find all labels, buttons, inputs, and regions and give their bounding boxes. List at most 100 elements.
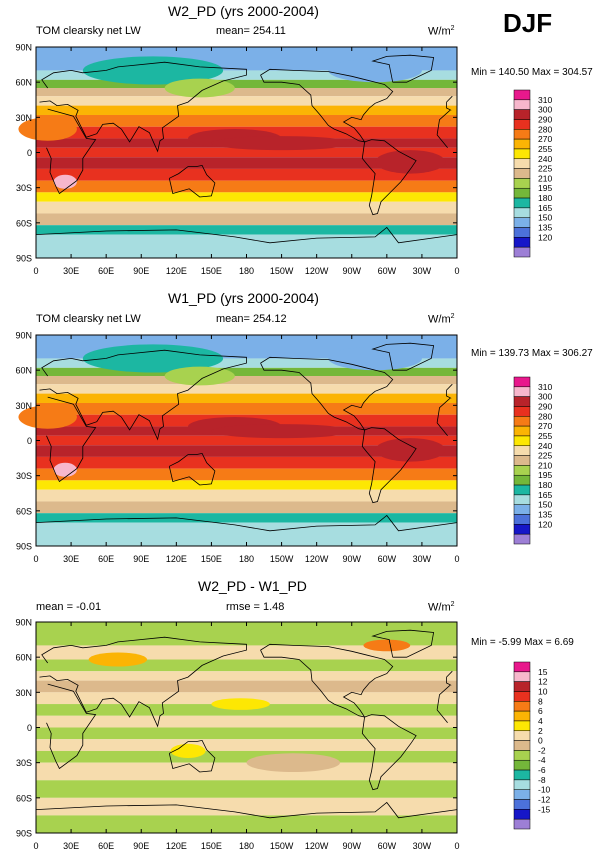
- lon-tick-label: 90E: [133, 266, 149, 276]
- lon-tick-label: 60E: [98, 841, 114, 851]
- panel3-mean-label: mean = -0.01: [36, 601, 102, 613]
- panel2-minmax: Min = 139.73 Max = 306.27: [471, 348, 593, 359]
- season-label: DJF: [503, 8, 553, 38]
- colorbar-level-label: 135: [538, 510, 552, 520]
- lon-tick-label: 120E: [166, 841, 187, 851]
- colorbar-box: [513, 217, 531, 228]
- coastline: [361, 714, 417, 791]
- field-band: [36, 192, 457, 202]
- field-blob: [211, 698, 270, 710]
- colorbar-box: [513, 779, 531, 790]
- field-band: [36, 96, 457, 106]
- field-band: [36, 105, 457, 115]
- colorbar-box: [513, 799, 531, 810]
- field-blob: [53, 462, 77, 477]
- field-blob: [164, 366, 235, 386]
- coastline: [371, 629, 435, 658]
- colorbar-level-label: 310: [538, 95, 552, 105]
- colorbar-level-label: -10: [538, 785, 551, 795]
- colorbar-box: [513, 168, 531, 179]
- colorbar-box: [513, 129, 531, 140]
- lon-tick-label: 180: [239, 841, 254, 851]
- lon-tick-label: 60E: [98, 554, 114, 564]
- field-blob: [164, 78, 235, 98]
- panel3-rmse-label: rmse = 1.48: [226, 601, 285, 613]
- coastline: [371, 342, 435, 371]
- colorbar-box: [513, 710, 531, 722]
- colorbar-level-label: -8: [538, 775, 546, 785]
- lon-tick-label: 120W: [305, 266, 329, 276]
- colorbar-level-label: -2: [538, 745, 546, 755]
- panel3-minmax: Min = -5.99 Max = 6.69: [471, 637, 574, 648]
- lon-tick-label: 30E: [63, 841, 79, 851]
- field-band: [36, 157, 457, 169]
- field-band: [36, 147, 457, 158]
- field-band: [36, 234, 457, 258]
- lat-tick-label: 30N: [15, 401, 32, 411]
- lon-tick-label: 0: [454, 841, 459, 851]
- colorbar-box: [513, 246, 531, 258]
- field-band: [36, 225, 457, 235]
- lon-tick-label: 30W: [413, 841, 432, 851]
- colorbar-box: [513, 138, 531, 150]
- coastline: [35, 801, 458, 819]
- field-band: [36, 402, 457, 415]
- colorbar-box: [513, 89, 531, 101]
- colorbar-level-label: 120: [538, 519, 552, 529]
- field-band: [36, 435, 457, 446]
- coastline: [39, 636, 453, 728]
- field-blob: [88, 652, 148, 667]
- coastline: [260, 643, 394, 718]
- coastline: [46, 683, 451, 770]
- lat-tick-label: 60N: [15, 78, 32, 88]
- field-band: [36, 384, 457, 394]
- colorbar-box: [513, 494, 531, 505]
- lon-tick-label: 60W: [378, 266, 397, 276]
- panel2-units: W/m2: [428, 313, 455, 326]
- colorbar-level-label: 300: [538, 105, 552, 115]
- field-blob: [363, 639, 411, 652]
- lon-tick-label: 60W: [378, 841, 397, 851]
- field-blob: [328, 346, 422, 371]
- colorbar-level-label: 310: [538, 382, 552, 392]
- lon-tick-label: 90W: [342, 266, 361, 276]
- lon-tick-label: 150E: [201, 841, 222, 851]
- field-blob: [211, 424, 352, 439]
- colorbar-level-label: 180: [538, 193, 552, 203]
- field-blob: [82, 56, 224, 85]
- field-band: [36, 393, 457, 403]
- colorbar-level-label: 195: [538, 183, 552, 193]
- lon-tick-label: 120W: [305, 841, 329, 851]
- lon-tick-label: 90E: [133, 841, 149, 851]
- coastline: [35, 226, 458, 244]
- lat-tick-label: 30N: [15, 688, 32, 698]
- field-band: [36, 468, 457, 481]
- field-band: [36, 480, 457, 490]
- coastline: [46, 396, 451, 483]
- panel3-title: W2_PD - W1_PD: [198, 578, 307, 594]
- lon-tick-label: 60E: [98, 266, 114, 276]
- colorbar-box: [513, 759, 531, 771]
- colorbar-box: [513, 416, 531, 427]
- colorbar-level-label: -6: [538, 765, 546, 775]
- panel1-title: W2_PD (yrs 2000-2004): [168, 3, 319, 19]
- colorbar-level-label: 270: [538, 134, 552, 144]
- colorbar-box: [513, 207, 531, 218]
- field-band: [36, 797, 457, 816]
- field-band: [36, 715, 457, 728]
- colorbar-box: [513, 484, 531, 496]
- colorbar-level-label: 6: [538, 706, 543, 716]
- colorbar-box: [513, 158, 531, 169]
- coastline: [168, 452, 216, 486]
- colorbar-box: [513, 769, 531, 781]
- lat-tick-label: 90S: [16, 542, 32, 552]
- lat-tick-label: 30N: [15, 113, 32, 123]
- lat-tick-label: 0: [27, 148, 32, 158]
- field-band: [36, 79, 457, 89]
- field-band: [36, 513, 457, 523]
- lat-tick-label: 0: [27, 436, 32, 446]
- coastline: [371, 54, 435, 83]
